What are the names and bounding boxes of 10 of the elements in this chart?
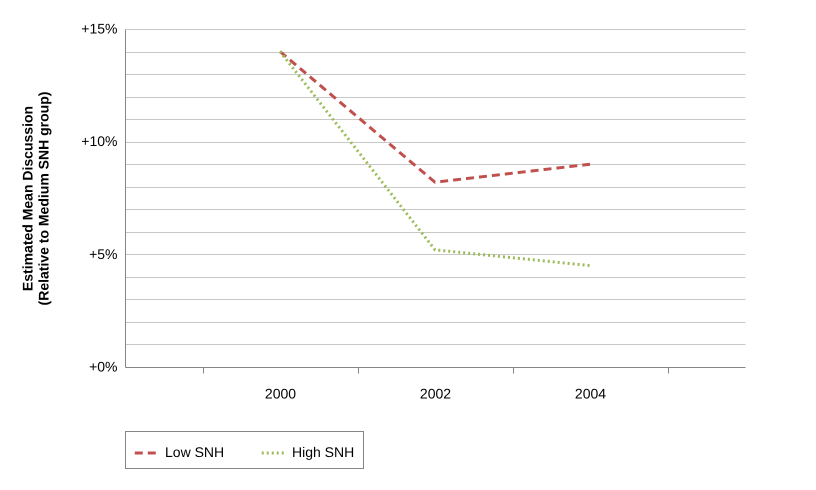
x-tick-label: 2004 (574, 386, 606, 402)
legend-label: High SNH (292, 444, 354, 460)
legend-label: Low SNH (165, 444, 224, 460)
y-tick-label: +10% (81, 133, 118, 150)
x-tick-label: 2002 (420, 386, 452, 402)
y-tick-label: +15% (81, 20, 118, 36)
x-tick-label: 2000 (264, 386, 296, 402)
y-tick-label: +5% (89, 246, 118, 262)
y-tick-label: +0% (89, 358, 118, 374)
y-axis-title: Estimated Mean Discussion (Relative to Medium SNH group) (19, 92, 52, 306)
